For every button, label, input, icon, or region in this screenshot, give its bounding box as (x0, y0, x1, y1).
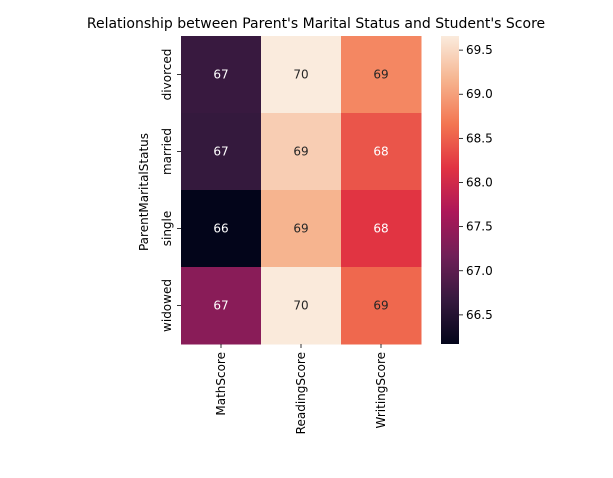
cell-annotation: 69 (373, 299, 388, 313)
heatmap-cell (261, 267, 342, 345)
colorbar (441, 36, 459, 344)
colorbar-tick-label: 66.5 (466, 308, 493, 322)
colorbar-tick-label: 68.5 (466, 131, 493, 145)
colorbar-tick-label: 69.0 (466, 87, 493, 101)
cell-annotation: 69 (293, 145, 308, 159)
heatmap-cell (261, 36, 342, 114)
cell-annotation: 67 (213, 68, 228, 82)
y-tick-label: divorced (160, 49, 174, 101)
y-axis-label: ParentMaritalStatus (137, 133, 151, 251)
heatmap-cell (341, 113, 422, 191)
heatmap-cell (181, 113, 262, 191)
y-tick-label: married (160, 128, 174, 175)
heatmap-cell (261, 113, 342, 191)
colorbar-tick-label: 68.0 (466, 175, 493, 189)
heatmap-cell (341, 36, 422, 114)
colorbar-tick-label: 69.5 (466, 43, 493, 57)
cell-annotation: 68 (373, 222, 388, 236)
heatmap-cell (181, 36, 262, 114)
y-tick-label: widowed (160, 279, 174, 332)
cell-annotation: 70 (293, 299, 308, 313)
y-tick-label: single (160, 211, 174, 247)
colorbar-tick-label: 67.5 (466, 220, 493, 234)
colorbar-tick-label: 67.0 (466, 264, 493, 278)
heatmap-cell (181, 267, 262, 345)
x-tick-label: WritingScore (374, 352, 388, 428)
cell-annotation: 69 (293, 222, 308, 236)
x-tick-label: ReadingScore (294, 352, 308, 434)
cell-annotation: 69 (373, 68, 388, 82)
cell-annotation: 67 (213, 145, 228, 159)
cell-annotation: 66 (213, 222, 228, 236)
heatmap-cell (341, 190, 422, 268)
x-tick-label: MathScore (214, 352, 228, 416)
heatmap-cell (341, 267, 422, 345)
cell-annotation: 70 (293, 68, 308, 82)
chart-title: Relationship between Parent's Marital St… (87, 16, 545, 32)
cell-annotation: 67 (213, 299, 228, 313)
heatmap-cell (261, 190, 342, 268)
cell-annotation: 68 (373, 145, 388, 159)
heatmap-cell (181, 190, 262, 268)
